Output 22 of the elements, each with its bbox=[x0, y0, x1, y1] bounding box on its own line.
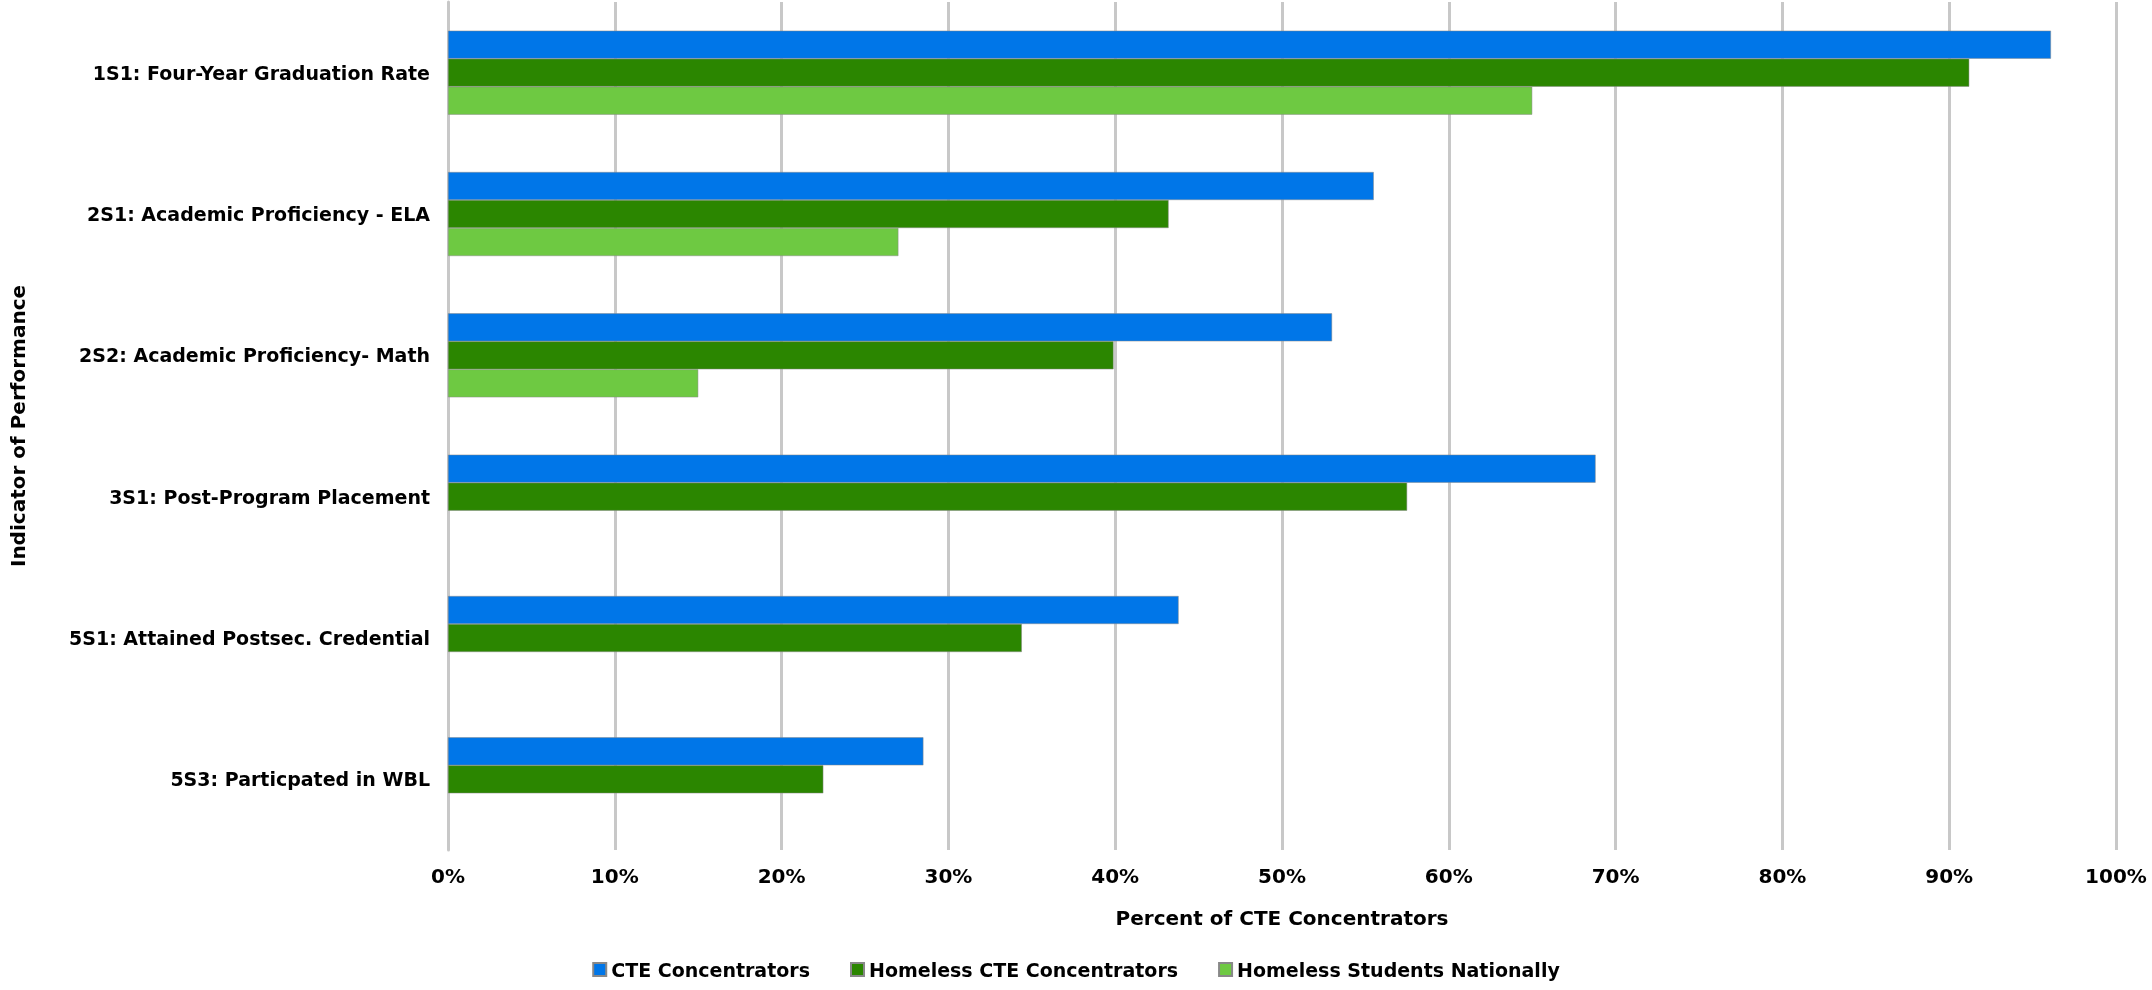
x-tick-label: 40% bbox=[1091, 864, 1140, 888]
legend-label: CTE Concentrators bbox=[611, 958, 811, 981]
y-tick-label: 2S2: Academic Proficiency- Math bbox=[79, 344, 430, 367]
y-axis-title: Indicator of Performance bbox=[6, 284, 30, 568]
x-axis-title: Percent of CTE Concentrators bbox=[1115, 906, 1449, 930]
x-tick-label: 60% bbox=[1424, 864, 1473, 888]
x-tick-label: 80% bbox=[1758, 864, 1807, 888]
x-tick-label: 0% bbox=[431, 864, 465, 888]
legend-label: Homeless Students Nationally bbox=[1237, 958, 1561, 981]
x-tick-label: 50% bbox=[1258, 864, 1306, 888]
legend-label: Homeless CTE Concentrators bbox=[869, 958, 1179, 981]
y-tick-label: 5S3: Particpated in WBL bbox=[170, 768, 430, 791]
x-tick-label: 10% bbox=[590, 864, 639, 888]
x-tick-label: 20% bbox=[757, 864, 806, 888]
x-tick-label: 70% bbox=[1591, 864, 1640, 888]
x-tick-label: 100% bbox=[2085, 864, 2147, 888]
y-tick-label: 2S1: Academic Proficiency - ELA bbox=[87, 203, 431, 225]
x-tick-label: 90% bbox=[1925, 864, 1974, 888]
y-tick-label: 3S1: Post-Program Placement bbox=[109, 485, 430, 508]
y-tick-label: 5S1: Attained Postsec. Credential bbox=[69, 627, 430, 649]
y-tick-label: 1S1: Four-Year Graduation Rate bbox=[92, 61, 430, 84]
x-tick-label: 30% bbox=[924, 864, 973, 888]
